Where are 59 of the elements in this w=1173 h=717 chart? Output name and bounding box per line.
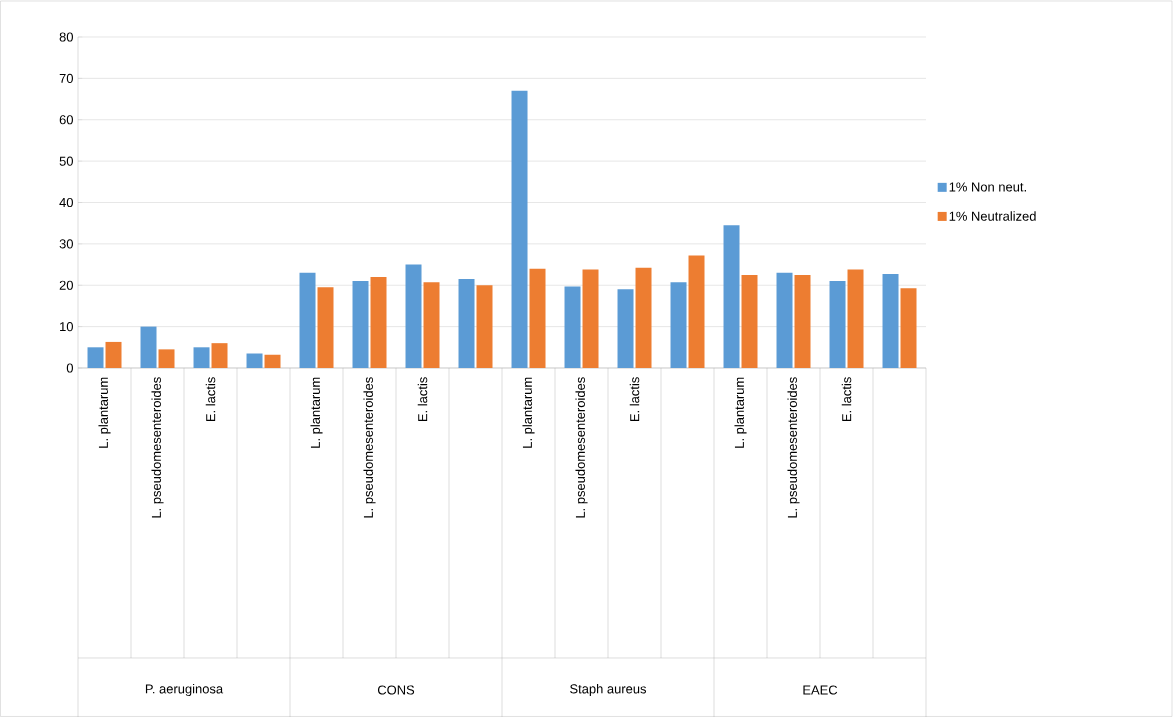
bar (317, 287, 334, 368)
bar (829, 281, 846, 368)
x-tick-label: L. pseudomesenteroides (151, 377, 164, 518)
y-tick-label: 30 (59, 239, 73, 249)
bar (105, 341, 122, 368)
y-tick-label: 20 (59, 280, 73, 290)
x-tick-label: L. plantarum (310, 377, 323, 448)
x-tick-label: E. lactis (417, 377, 428, 422)
bar (405, 264, 422, 368)
x-tick-label: L. plantarum (98, 377, 111, 448)
y-tick-label: 70 (59, 73, 73, 83)
bar (741, 274, 758, 368)
bar (423, 282, 440, 368)
y-tick-label: 50 (59, 156, 73, 166)
bar (352, 281, 369, 368)
bar (193, 347, 210, 368)
bar (900, 288, 917, 368)
bar (140, 326, 157, 368)
bar (794, 274, 811, 368)
bar (582, 269, 599, 368)
bar (246, 353, 263, 368)
bar (211, 343, 228, 368)
legend-label: 1% Neutralized (949, 211, 1036, 221)
y-tick-label: 10 (60, 322, 73, 332)
x-tick-label: E. lactis (205, 377, 216, 422)
bar (688, 255, 705, 368)
legend-label: 1% Non neut. (949, 182, 1026, 192)
bar (264, 354, 281, 368)
x-tick-label: L. pseudomesenteroides (363, 377, 376, 518)
text: CONS (377, 685, 415, 695)
bar (882, 274, 899, 368)
x-tick-label: L. plantarum (522, 377, 535, 448)
bar (511, 90, 528, 368)
bar (299, 272, 316, 368)
y-tick-label: 60 (59, 115, 73, 125)
bar (158, 349, 175, 368)
y-tick-label: 0 (66, 363, 73, 373)
x-tick-label: L. pseudomesenteroides (575, 377, 588, 518)
bar (670, 282, 687, 368)
bar (617, 289, 634, 368)
y-tick-label: 80 (59, 32, 73, 42)
x-tick-label: L. pseudomesenteroides (787, 377, 800, 518)
x-tick-label: L. plantarum (734, 377, 747, 448)
bar (635, 267, 652, 368)
text: Staph aureus (570, 683, 647, 697)
x-tick-label: E. lactis (629, 377, 640, 422)
bar (564, 286, 581, 368)
bar (458, 279, 475, 368)
bar (370, 276, 387, 368)
bar (776, 272, 793, 368)
y-tick-label: 40 (59, 197, 73, 208)
bar (476, 285, 493, 368)
bar (87, 347, 104, 368)
bar (529, 268, 546, 368)
text: P. aeruginosa (145, 683, 224, 697)
bar (847, 269, 864, 368)
bar (723, 225, 740, 368)
x-tick-label: E. lactis (841, 377, 852, 422)
text: EAEC (803, 685, 838, 695)
